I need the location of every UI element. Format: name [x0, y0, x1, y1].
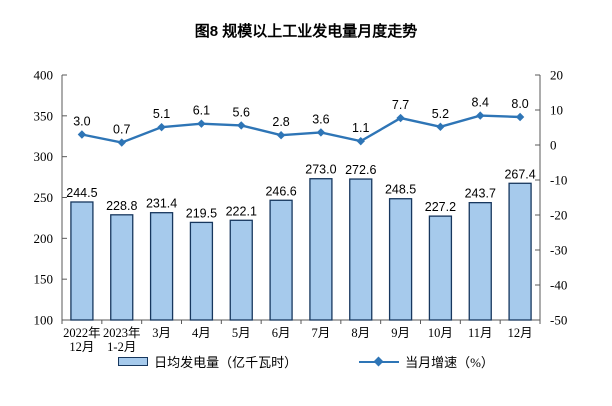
x-axis-category-label: 3月: [152, 326, 171, 340]
bar-value-label: 243.7: [465, 187, 496, 201]
diamond-marker-icon: [197, 119, 206, 128]
x-axis-category-label: 12月: [508, 326, 533, 340]
x-axis-category-label: 11月: [468, 326, 493, 340]
bar-series-swatch: [118, 357, 149, 366]
x-axis-category-label: 4月: [192, 326, 211, 340]
line-value-label: 6.1: [193, 104, 210, 118]
right-axis-tick-label: -10: [550, 173, 567, 188]
line-value-label: 8.4: [472, 96, 489, 110]
bar: [349, 178, 373, 321]
legend-label-line-series: 当月增速（%）: [405, 355, 494, 370]
line-value-label: 5.2: [432, 107, 449, 121]
bar-value-label: 244.5: [66, 186, 97, 200]
x-axis-category-label: 10月: [428, 326, 453, 340]
bar-value-label: 248.5: [385, 183, 416, 197]
line-value-label: 5.1: [153, 107, 170, 121]
right-axis-tick-label: -30: [550, 243, 567, 258]
x-axis-category-label: 2023年 1-2月: [103, 326, 141, 354]
line-value-label: 8.0: [511, 97, 528, 111]
left-axis-tick-label: 150: [34, 272, 54, 287]
left-axis-tick-label: 200: [34, 231, 54, 246]
diamond-marker-icon: [316, 128, 326, 137]
line-value-label: 2.8: [272, 115, 289, 129]
diamond-marker-icon: [157, 122, 166, 132]
left-axis-tick-label: 400: [34, 68, 54, 83]
diamond-marker-icon: [356, 136, 365, 146]
diamond-marker-icon: [276, 131, 286, 140]
right-axis-tick-label: 20: [550, 68, 563, 83]
bar-value-label: 222.1: [226, 204, 257, 218]
x-axis-category-label: 5月: [232, 326, 251, 340]
bar: [388, 198, 413, 321]
line-value-label: 3.0: [73, 115, 90, 129]
line-value-label: 0.7: [113, 123, 130, 137]
bar-value-label: 273.0: [305, 163, 336, 177]
chart-title: 图8 规模以上工业发电量月度走势: [194, 23, 418, 40]
line-value-label: 5.6: [233, 105, 250, 119]
diamond-marker-icon: [373, 356, 384, 366]
line-value-label: 7.7: [392, 98, 409, 112]
bar: [70, 201, 94, 321]
line-value-label: 1.1: [352, 121, 369, 135]
legend-item-line-series: 当月增速（%）: [359, 352, 494, 371]
x-axis-category-label: 9月: [391, 326, 410, 340]
line-value-label: 3.6: [312, 112, 329, 126]
bar-value-label: 231.4: [146, 197, 177, 211]
diamond-marker-icon: [117, 138, 126, 147]
right-axis-tick-label: -40: [550, 278, 567, 293]
legend-label-bar-series: 日均发电量（亿千瓦时）: [154, 355, 298, 370]
bar: [229, 219, 253, 321]
diamond-marker-icon: [77, 130, 87, 139]
bar: [508, 182, 532, 321]
bar: [149, 212, 174, 321]
diamond-marker-icon: [396, 113, 405, 123]
bar: [468, 201, 492, 321]
bar-value-label: 227.2: [425, 200, 456, 214]
diamond-marker-icon: [436, 122, 445, 131]
x-axis-category-label: 2022年 12月: [63, 326, 101, 354]
bar-value-label: 272.6: [345, 163, 376, 177]
chart-legend: 日均发电量（亿千瓦时） 当月增速（%）: [0, 352, 612, 371]
left-axis-tick-label: 350: [34, 108, 54, 123]
diamond-marker-icon: [237, 121, 246, 130]
growth-line: [81, 114, 521, 144]
diamond-marker-icon: [476, 111, 485, 120]
bar: [309, 178, 333, 321]
bar-value-label: 219.5: [186, 206, 217, 220]
bar-value-label: 228.8: [106, 199, 137, 213]
x-axis-category-label: 7月: [312, 326, 331, 340]
right-axis-tick-label: -50: [550, 313, 567, 328]
bar-value-label: 246.6: [265, 184, 296, 198]
bar: [189, 221, 214, 321]
bar: [110, 214, 134, 321]
legend-item-bar-series: 日均发电量（亿千瓦时）: [118, 352, 297, 371]
right-axis-tick-label: 0: [550, 138, 557, 153]
bar-value-label: 267.4: [504, 167, 535, 181]
right-axis-tick-label: -20: [550, 208, 567, 223]
left-axis-tick-label: 250: [34, 190, 54, 205]
left-axis-tick-label: 300: [34, 149, 54, 164]
right-axis-tick-label: 10: [550, 103, 563, 118]
diamond-marker-icon: [515, 112, 525, 122]
left-axis-tick-label: 100: [34, 313, 54, 328]
x-axis-category-label: 6月: [272, 326, 291, 340]
x-axis-category-label: 8月: [351, 326, 370, 340]
line-series-swatch: [359, 356, 400, 367]
bar: [269, 199, 293, 321]
bar: [428, 215, 453, 321]
